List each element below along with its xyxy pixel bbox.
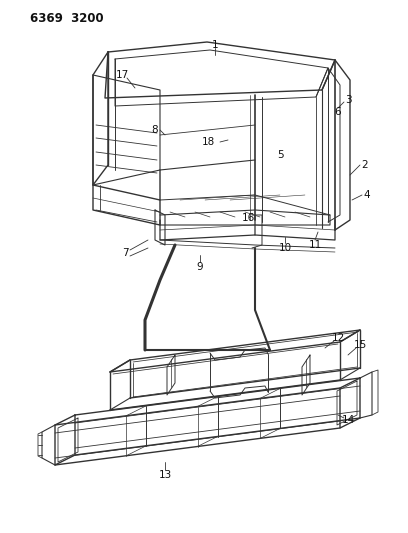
Text: 6369  3200: 6369 3200 (30, 12, 104, 25)
Text: 16: 16 (242, 213, 255, 223)
Text: 17: 17 (115, 70, 129, 80)
Text: 18: 18 (202, 137, 215, 147)
Text: 8: 8 (152, 125, 158, 135)
Text: 10: 10 (278, 243, 292, 253)
Text: 1: 1 (212, 40, 218, 50)
Text: 4: 4 (364, 190, 370, 200)
Text: 14: 14 (341, 415, 355, 425)
Text: 9: 9 (197, 262, 203, 272)
Text: 11: 11 (308, 240, 322, 250)
Text: 5: 5 (277, 150, 283, 160)
Text: 2: 2 (361, 160, 368, 170)
Text: 3: 3 (345, 95, 351, 105)
Text: 6: 6 (335, 107, 341, 117)
Text: 7: 7 (122, 248, 128, 258)
Text: 13: 13 (158, 470, 172, 480)
Text: 12: 12 (331, 333, 345, 343)
Text: 15: 15 (353, 340, 367, 350)
